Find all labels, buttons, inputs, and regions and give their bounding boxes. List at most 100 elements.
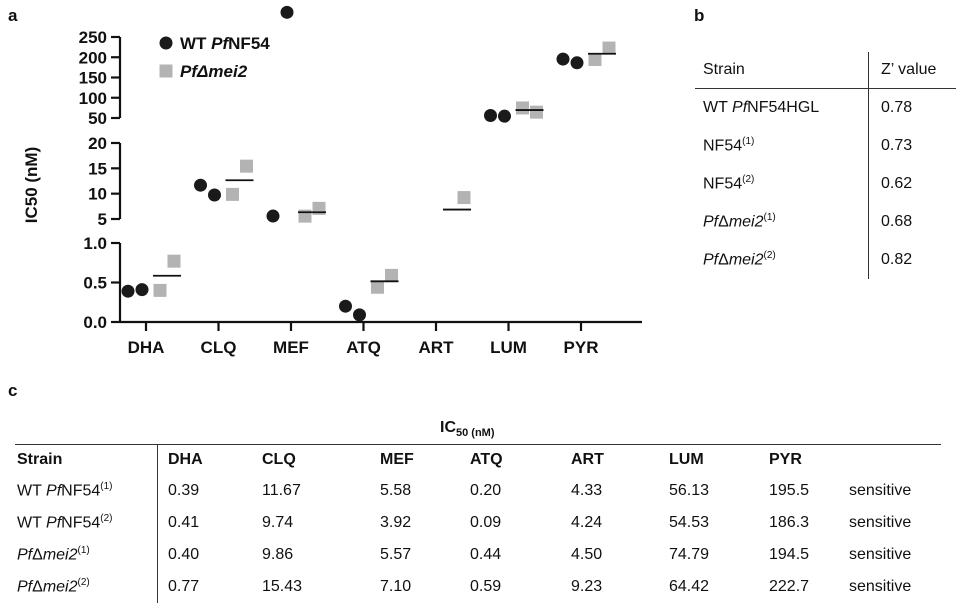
wt-data-point bbox=[339, 299, 352, 313]
mei2-data-point bbox=[457, 191, 471, 205]
z-prime-table: Strain Z’ value WT PfNF54HGL 0.78 NF54(1) 0… bbox=[695, 52, 956, 279]
z-prime-row: NF54(1) 0.73 bbox=[695, 127, 956, 165]
ic50-value-cell: 0.39 bbox=[168, 482, 200, 499]
ic50-value-cell: 64.42 bbox=[669, 578, 710, 595]
mei2-data-point bbox=[371, 280, 384, 294]
ic50-value-cell: 0.20 bbox=[470, 482, 502, 499]
ic50-value-cell: 4.50 bbox=[571, 546, 603, 563]
ic50-row: PfΔmei2(2) 0.77 15.43 7.10 0.59 9.23 64.42 222.… bbox=[15, 571, 941, 603]
mei2-data-point bbox=[516, 101, 529, 115]
y-tick-label: 1.0 bbox=[83, 234, 107, 253]
mei2-data-point bbox=[167, 254, 181, 268]
y-tick-label: 250 bbox=[79, 28, 107, 47]
panel-label-c: c bbox=[8, 381, 18, 400]
ic50-value-cell: 4.24 bbox=[571, 514, 603, 531]
wt-data-point bbox=[280, 5, 294, 19]
wt-data-point bbox=[266, 209, 280, 223]
legend-marker-mei2 bbox=[159, 64, 173, 78]
header-drug bbox=[839, 444, 941, 475]
x-tick-label: MEF bbox=[273, 338, 309, 357]
header-drug: DHA bbox=[157, 444, 252, 475]
wt-data-point bbox=[353, 308, 366, 322]
x-tick-label: CLQ bbox=[201, 338, 237, 357]
strain-cell: PfΔmei2(1) bbox=[15, 539, 158, 571]
header-drug: PYR bbox=[759, 444, 839, 475]
ic50-value-cell: 54.53 bbox=[669, 514, 710, 531]
wt-data-point bbox=[556, 52, 570, 66]
ic50-value-cell: 186.3 bbox=[769, 514, 810, 531]
y-tick-label: 50 bbox=[88, 109, 107, 128]
y-tick-label: 200 bbox=[79, 48, 107, 67]
strain-cell: NF54(2) bbox=[703, 174, 755, 193]
header-z-value: Z’ value bbox=[868, 52, 956, 89]
ic50-row: WT PfNF54(2) 0.41 9.74 3.92 0.09 4.24 54.53 186… bbox=[15, 507, 941, 539]
header-strain: Strain bbox=[15, 444, 158, 475]
z-prime-header-row: Strain Z’ value bbox=[695, 52, 956, 89]
x-tick-label: PYR bbox=[564, 338, 599, 357]
ic50-value-cell: 15.43 bbox=[262, 578, 303, 595]
header-drug: MEF bbox=[370, 444, 460, 475]
y-tick-label: 20 bbox=[88, 134, 107, 153]
status-cell: sensitive bbox=[849, 482, 912, 499]
header-drug: ATQ bbox=[460, 444, 561, 475]
wt-data-point bbox=[498, 109, 511, 123]
z-value-cell: 0.82 bbox=[868, 241, 956, 279]
ic50-value-cell: 0.09 bbox=[470, 514, 502, 531]
mei2-data-point bbox=[153, 283, 167, 297]
legend-label-mei2: PfΔmei2 bbox=[180, 62, 248, 81]
ic50-row: PfΔmei2(1) 0.40 9.86 5.57 0.44 4.50 74.79 194.5… bbox=[15, 539, 941, 571]
panel-label-b: b bbox=[694, 6, 705, 25]
strain-cell: WT PfNF54(1) bbox=[15, 475, 158, 507]
mei2-data-point bbox=[226, 187, 239, 201]
y-axis-label: IC50 (nM) bbox=[22, 147, 41, 224]
ic50-value-cell: 5.58 bbox=[380, 482, 412, 499]
ic50-value-cell: 0.77 bbox=[168, 578, 200, 595]
status-cell: sensitive bbox=[849, 546, 912, 563]
ic50-row: WT PfNF54(1) 0.39 11.67 5.58 0.20 4.33 56.13 19… bbox=[15, 475, 941, 507]
mei2-data-point bbox=[530, 105, 543, 119]
wt-data-point bbox=[208, 188, 221, 202]
wt-data-point bbox=[484, 109, 497, 123]
ic50-value-cell: 56.13 bbox=[669, 482, 710, 499]
ic50-values-table: Strain DHA CLQ MEF ATQ ART LUM PYR WT PfNF54(1)… bbox=[15, 444, 941, 603]
mei2-data-point bbox=[602, 41, 616, 55]
ic50-value-cell: 9.23 bbox=[571, 578, 603, 595]
y-tick-label: 100 bbox=[79, 89, 107, 108]
y-tick-label: 15 bbox=[88, 159, 107, 178]
y-tick-label: 10 bbox=[88, 185, 107, 204]
ic50-value-cell: 9.74 bbox=[262, 514, 294, 531]
status-cell: sensitive bbox=[849, 514, 912, 531]
y-tick-label: 0.5 bbox=[83, 274, 107, 293]
strain-cell: NF54(1) bbox=[703, 136, 755, 155]
x-tick-label: DHA bbox=[128, 338, 165, 357]
x-tick-label: ATQ bbox=[346, 338, 381, 357]
strain-cell: PfΔmei2(2) bbox=[15, 571, 158, 603]
ic50-value-cell: 5.57 bbox=[380, 546, 412, 563]
ic50-value-cell: 195.5 bbox=[769, 482, 810, 499]
ic50-value-cell: 74.79 bbox=[669, 546, 710, 563]
panel-label-a: a bbox=[8, 6, 18, 25]
ic50-value-cell: 0.59 bbox=[470, 578, 502, 595]
mei2-data-point bbox=[385, 268, 398, 282]
header-drug: CLQ bbox=[252, 444, 370, 475]
ic50-value-cell: 0.44 bbox=[470, 546, 502, 563]
ic50-value-cell: 222.7 bbox=[769, 578, 810, 595]
ic50-value-cell: 0.40 bbox=[168, 546, 200, 563]
x-tick-label: ART bbox=[419, 338, 455, 357]
ic50-value-cell: 194.5 bbox=[769, 546, 810, 563]
ic50-value-cell: 9.86 bbox=[262, 546, 294, 563]
mei2-data-point bbox=[588, 52, 602, 66]
z-value-cell: 0.62 bbox=[868, 165, 956, 203]
x-tick-label: LUM bbox=[490, 338, 527, 357]
strain-cell: WT PfNF54HGL bbox=[703, 99, 820, 116]
strain-cell: PfΔmei2(2) bbox=[703, 250, 776, 269]
status-cell: sensitive bbox=[849, 578, 912, 595]
y-tick-label: 5 bbox=[98, 210, 107, 229]
z-value-cell: 0.73 bbox=[868, 127, 956, 165]
ic50-header-row: Strain DHA CLQ MEF ATQ ART LUM PYR bbox=[15, 444, 941, 475]
z-value-cell: 0.78 bbox=[868, 88, 956, 127]
wt-data-point bbox=[570, 56, 584, 70]
ic50-value-cell: 11.67 bbox=[262, 482, 301, 499]
wt-data-point bbox=[121, 284, 135, 298]
